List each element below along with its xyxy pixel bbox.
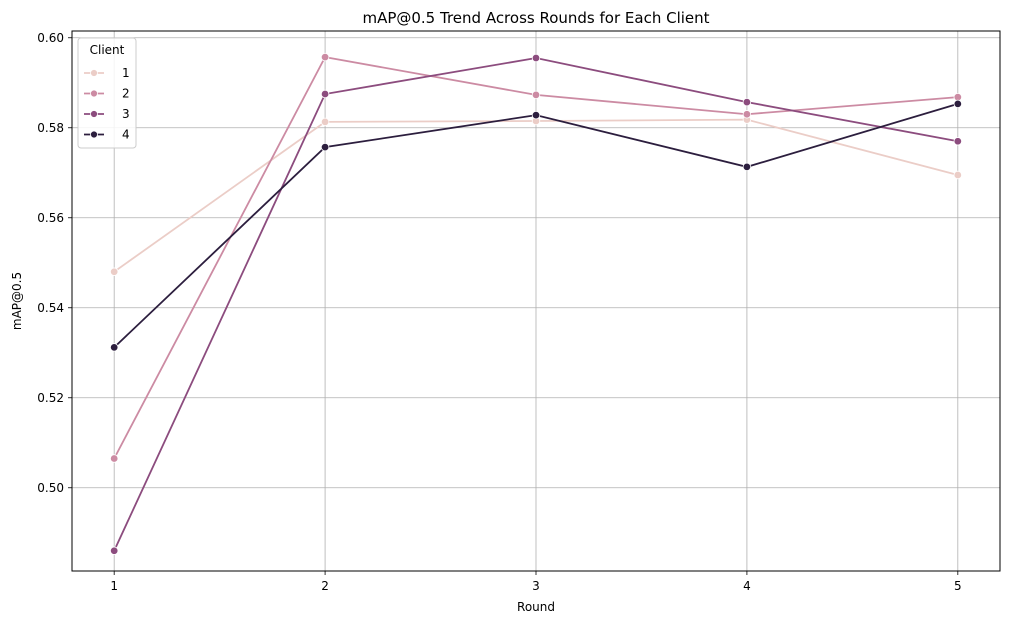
legend-entry-label: 4 xyxy=(122,128,130,142)
legend-swatch-marker xyxy=(90,130,98,139)
y-tick-label: 0.60 xyxy=(37,31,64,45)
y-tick-label: 0.56 xyxy=(37,211,64,225)
legend-box xyxy=(77,37,137,149)
data-point xyxy=(320,142,330,152)
data-point xyxy=(109,267,119,276)
legend-entry-label: 1 xyxy=(122,66,130,80)
series-4 xyxy=(109,99,963,352)
x-tick-label: 1 xyxy=(110,579,118,593)
y-tick-label: 0.58 xyxy=(37,121,64,135)
series-3 xyxy=(109,53,963,555)
series-2 xyxy=(109,52,963,463)
legend-swatch-marker xyxy=(90,69,98,77)
x-tick-label: 2 xyxy=(321,579,329,593)
series-group xyxy=(109,52,963,555)
legend-entry-label: 2 xyxy=(122,87,130,101)
data-point xyxy=(531,90,541,100)
data-point xyxy=(109,546,119,555)
y-axis-ticks: 0.50 0.52 0.54 0.56 0.58 0.60 xyxy=(37,31,72,495)
y-tick-label: 0.50 xyxy=(37,481,64,495)
y-tick-label: 0.54 xyxy=(37,301,64,315)
data-point xyxy=(320,117,330,127)
data-point xyxy=(953,99,963,109)
y-axis-label: mAP@0.5 xyxy=(10,272,24,330)
data-point xyxy=(742,162,752,172)
data-point xyxy=(953,137,963,146)
legend-entry-label: 3 xyxy=(122,107,130,121)
chart-title: mAP@0.5 Trend Across Rounds for Each Cli… xyxy=(362,9,709,27)
data-point xyxy=(742,110,752,119)
data-point xyxy=(320,89,330,99)
data-point xyxy=(320,52,330,62)
legend: Client 1 2 3 4 xyxy=(77,37,137,149)
data-point xyxy=(953,170,963,180)
data-point xyxy=(109,454,119,463)
x-tick-label: 4 xyxy=(743,579,751,593)
legend-title: Client xyxy=(90,43,125,57)
data-point xyxy=(109,343,119,352)
y-tick-label: 0.52 xyxy=(37,391,64,405)
x-axis-label: Round xyxy=(517,600,555,614)
legend-swatch-marker xyxy=(90,110,98,118)
x-axis-ticks: 1 2 3 4 5 xyxy=(110,571,962,593)
data-point xyxy=(531,110,541,120)
data-point xyxy=(531,53,541,63)
x-tick-label: 3 xyxy=(532,579,540,593)
data-point xyxy=(742,97,752,107)
x-tick-label: 5 xyxy=(954,579,962,593)
legend-swatch-marker xyxy=(90,89,98,98)
